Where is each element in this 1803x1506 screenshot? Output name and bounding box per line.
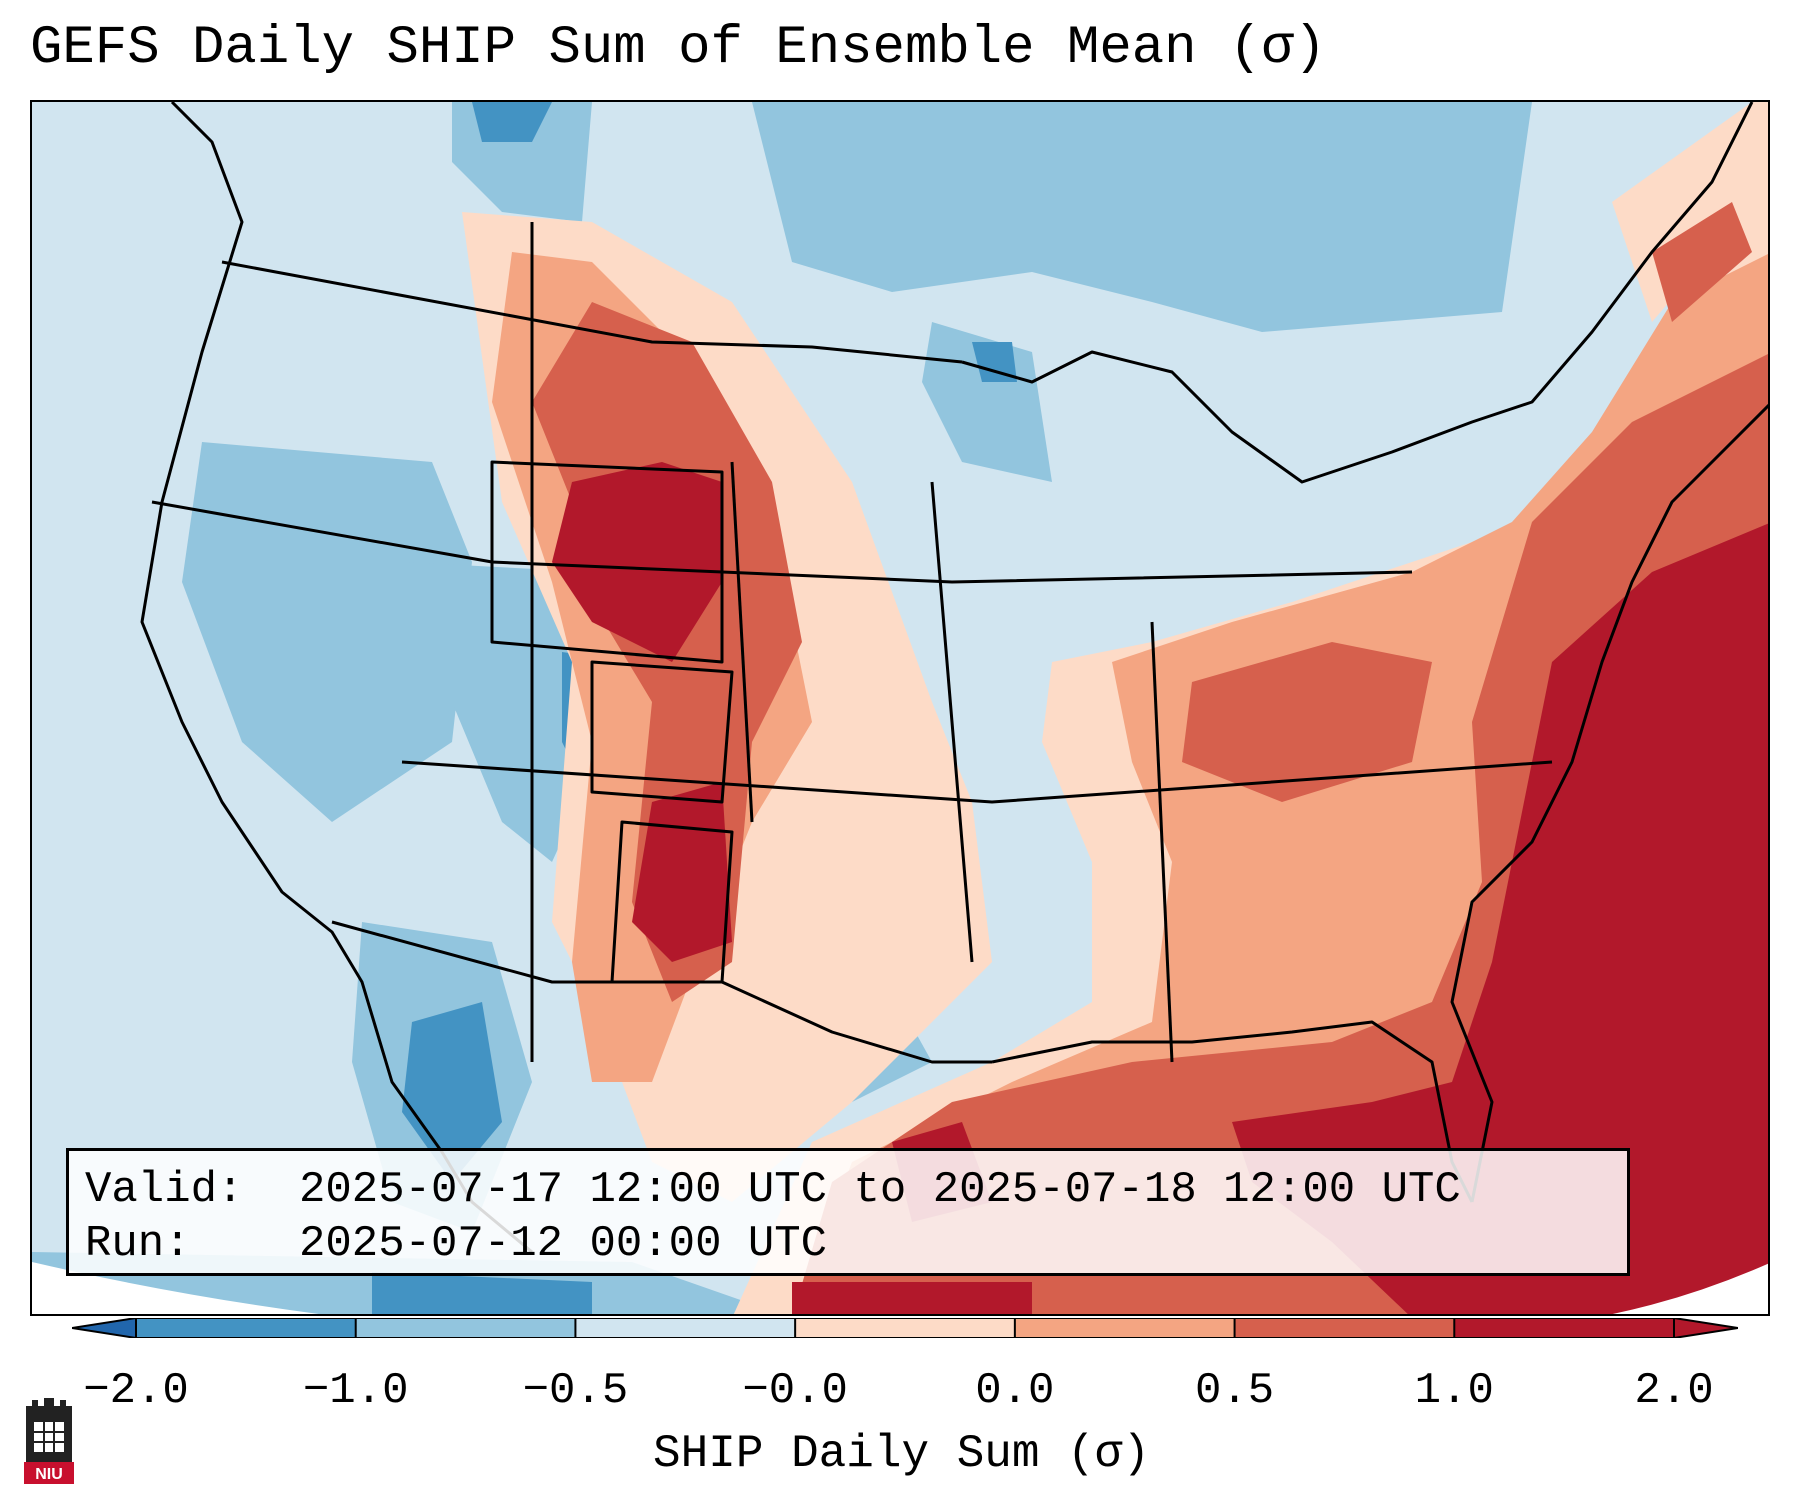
colorbar-tick-label: −0.5 <box>522 1366 629 1416</box>
colorbar-segment <box>1234 1318 1455 1338</box>
us-mexico-border <box>331 920 992 1064</box>
colorado-outline <box>590 660 734 804</box>
colorbar-tick-label: −1.0 <box>302 1366 409 1416</box>
mississippi-river <box>1150 621 1174 1063</box>
state-line-central <box>930 481 974 963</box>
colorbar-tick-label: 2.0 <box>1634 1366 1714 1416</box>
colorbar-tick-label: 1.0 <box>1414 1366 1494 1416</box>
colorbar-tick-label: −0.0 <box>742 1366 848 1416</box>
domain-edge-left <box>32 1262 319 1314</box>
new-mexico-outline <box>610 820 734 984</box>
run-line: Run: 2025-07-12 00:00 UTC <box>85 1217 1611 1271</box>
us-canada-border <box>221 260 963 364</box>
colorbar <box>72 1318 1738 1338</box>
valid-value: 2025-07-17 12:00 UTC to 2025-07-18 12:00… <box>299 1165 1461 1215</box>
east-coast <box>1450 403 1768 1203</box>
map-boundaries <box>140 102 1768 1254</box>
colorbar-label: SHIP Daily Sum (σ) <box>653 1428 1150 1480</box>
colorbar-tick-label: 0.0 <box>975 1366 1055 1416</box>
colorbar-segment <box>575 1318 796 1338</box>
run-key: Run: <box>85 1219 191 1269</box>
wyoming-outline <box>490 460 724 664</box>
gulf-coast <box>991 1020 1474 1203</box>
logo-badge <box>24 1462 74 1484</box>
state-line-plains <box>730 461 754 823</box>
niu-logo: NIU <box>24 1398 74 1484</box>
logo-text: NIU <box>35 1466 63 1483</box>
colorbar-segment <box>1454 1318 1675 1338</box>
west-coastline <box>140 102 533 1254</box>
state-line-mid <box>401 760 1553 804</box>
colorbar-under-triangle <box>72 1318 136 1338</box>
map-panel <box>30 100 1770 1316</box>
domain-edge-right <box>1612 1263 1768 1314</box>
colorbar-segment <box>136 1318 357 1338</box>
run-value: 2025-07-12 00:00 UTC <box>299 1219 828 1269</box>
field-positive-extreme <box>552 462 1768 1314</box>
chart-title: GEFS Daily SHIP Sum of Ensemble Mean (σ) <box>30 18 1327 79</box>
colorbar-tick-label: 0.5 <box>1194 1366 1275 1416</box>
validity-info-box: Valid: 2025-07-17 12:00 UTC to 2025-07-1… <box>66 1148 1630 1276</box>
valid-line: Valid: 2025-07-17 12:00 UTC to 2025-07-1… <box>85 1163 1611 1217</box>
colorbar-segment <box>1014 1318 1236 1338</box>
map-svg <box>32 102 1768 1314</box>
great-lakes-northeast-border <box>961 102 1754 484</box>
colorbar-segment <box>795 1318 1016 1338</box>
valid-key: Valid: <box>85 1165 244 1215</box>
colorbar-over-triangle <box>1674 1318 1738 1338</box>
colorbar-tick-label: −2.0 <box>83 1366 189 1416</box>
colorbar-segment <box>355 1318 576 1338</box>
